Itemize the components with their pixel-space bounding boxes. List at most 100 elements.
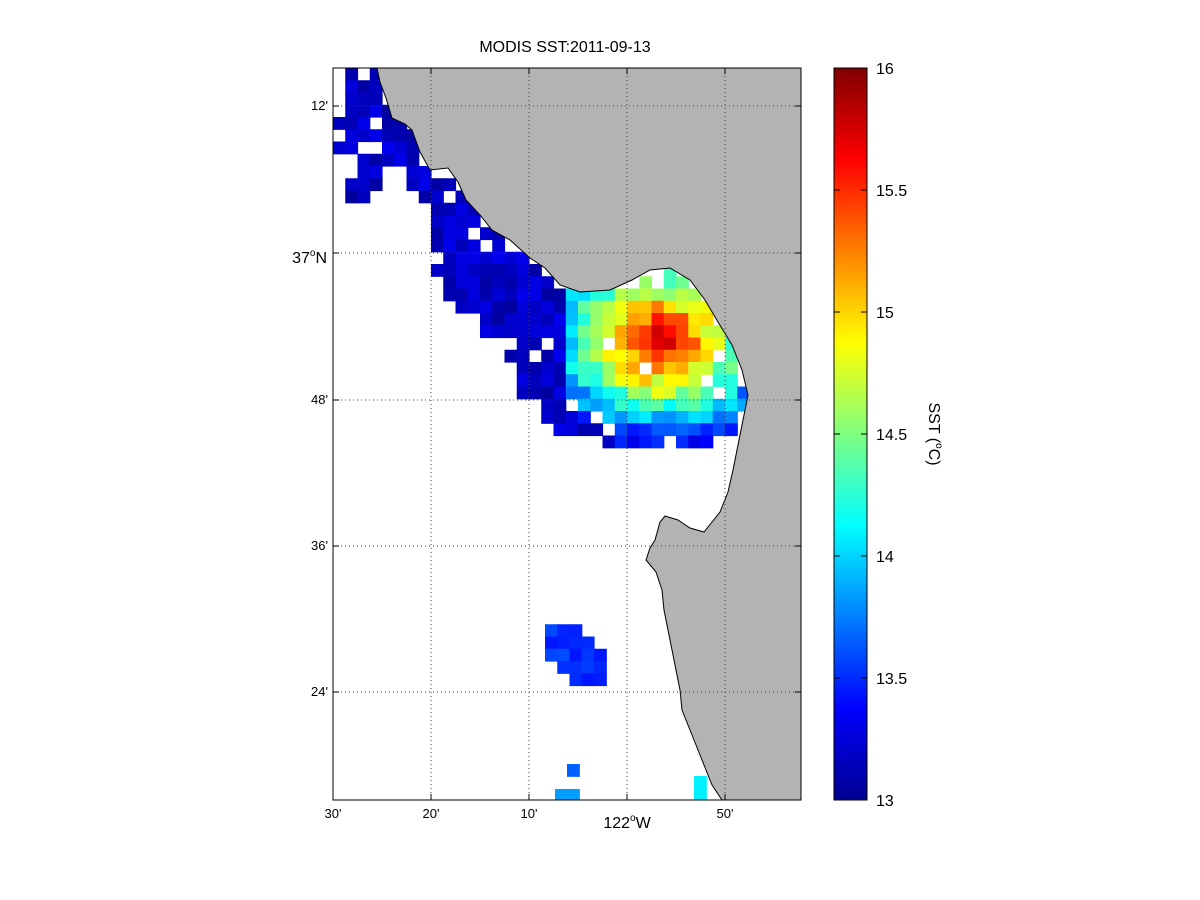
sst-pixel — [545, 624, 558, 638]
sst-pixel — [663, 313, 677, 326]
sst-pixel — [578, 313, 591, 326]
sst-pixel — [688, 313, 702, 326]
sst-pixel — [688, 288, 702, 302]
sst-pixel — [516, 337, 530, 351]
sst-pixel — [516, 300, 530, 314]
sst-pixel — [602, 411, 616, 424]
sst-pixel — [480, 251, 493, 265]
sst-pixel — [676, 300, 689, 314]
sst-pixel — [406, 153, 420, 167]
sst-pixel — [602, 386, 616, 400]
sst-pixel — [627, 325, 640, 339]
sst-pixel — [578, 398, 591, 412]
sst-pixel — [382, 153, 395, 167]
sst-pixel — [578, 411, 591, 424]
sst-pixel — [504, 264, 518, 277]
sst-pixel — [700, 362, 714, 375]
sst-pixel — [578, 374, 591, 388]
sst-pixel — [712, 374, 726, 388]
sst-pixel — [581, 648, 595, 662]
sst-pixel — [590, 300, 604, 314]
lon-tick-label: 50' — [717, 806, 734, 821]
sst-pixel — [345, 104, 359, 118]
sst-pixel — [357, 80, 371, 94]
sst-pixel — [504, 251, 518, 265]
sst-pixel — [676, 325, 689, 339]
sst-pixel — [614, 423, 628, 437]
sst-pixel — [553, 325, 567, 339]
sst-pixel — [541, 325, 555, 339]
sst-pixel — [712, 337, 726, 351]
sst-pixel — [553, 423, 567, 437]
sst-pixel — [639, 374, 653, 388]
sst-pixel — [357, 117, 371, 130]
sst-pixel — [590, 423, 604, 437]
sst-pixel — [357, 92, 371, 106]
sst-pixel — [443, 251, 457, 265]
sst-pixel — [492, 325, 506, 339]
sst-pixel — [639, 423, 653, 437]
sst-pixel — [565, 325, 579, 339]
sst-pixel — [565, 300, 579, 314]
sst-pixel — [627, 288, 640, 302]
sst-pixel — [541, 362, 555, 375]
sst-pixel — [567, 789, 580, 800]
sst-pixel — [357, 178, 371, 192]
sst-pixel — [651, 398, 665, 412]
sst-pixel — [557, 636, 571, 650]
sst-pixel — [467, 288, 481, 302]
sst-pixel — [712, 362, 726, 375]
sst-pixel — [345, 80, 359, 94]
sst-pixel — [700, 435, 714, 449]
sst-pixel — [578, 300, 591, 314]
sst-pixel — [688, 337, 702, 351]
sst-pixel — [443, 288, 457, 302]
sst-pixel — [688, 374, 702, 388]
sst-pixel — [663, 300, 677, 314]
sst-pixel — [602, 288, 616, 302]
sst-pixel — [431, 178, 444, 192]
map-frame — [332, 67, 802, 801]
colorbar-tick-label: 15.5 — [876, 183, 907, 200]
colorbar-tick-label: 15 — [876, 305, 894, 322]
sst-pixel — [676, 349, 689, 363]
sst-pixel — [504, 288, 518, 302]
sst-pixel — [712, 398, 726, 412]
sst-pixel — [492, 288, 506, 302]
sst-pixel — [663, 276, 677, 290]
sst-pixel — [627, 411, 640, 424]
sst-pixel — [614, 349, 628, 363]
sst-pixel — [357, 129, 371, 143]
sst-pixel — [382, 141, 395, 155]
sst-pixel — [663, 411, 677, 424]
sst-pixel — [357, 104, 371, 118]
sst-pixel — [639, 349, 653, 363]
lon-tick-label: 10' — [521, 806, 538, 821]
sst-pixel — [725, 386, 738, 400]
sst-pixel — [455, 300, 469, 314]
sst-pixel — [725, 398, 738, 412]
sst-pixel — [394, 129, 408, 143]
sst-pixel — [443, 276, 457, 290]
sst-pixel — [627, 386, 640, 400]
sst-pixel — [480, 313, 493, 326]
sst-pixel — [406, 178, 420, 192]
sst-pixel — [676, 288, 689, 302]
sst-pixel — [455, 239, 469, 253]
sst-pixel — [688, 362, 702, 375]
sst-pixel — [418, 166, 432, 179]
sst-pixel — [578, 423, 591, 437]
sst-pixel — [694, 788, 707, 800]
sst-pixel — [614, 362, 628, 375]
sst-pixel — [651, 386, 665, 400]
sst-pixel — [394, 153, 408, 167]
lon-tick-label: 122oW — [603, 813, 651, 832]
sst-pixel — [663, 325, 677, 339]
sst-pixel — [553, 349, 567, 363]
sst-pixel — [569, 648, 583, 662]
sst-pixel — [676, 386, 689, 400]
sst-pixel — [565, 374, 579, 388]
sst-pixel — [627, 423, 640, 437]
sst-pixel — [627, 313, 640, 326]
sst-pixel — [455, 276, 469, 290]
